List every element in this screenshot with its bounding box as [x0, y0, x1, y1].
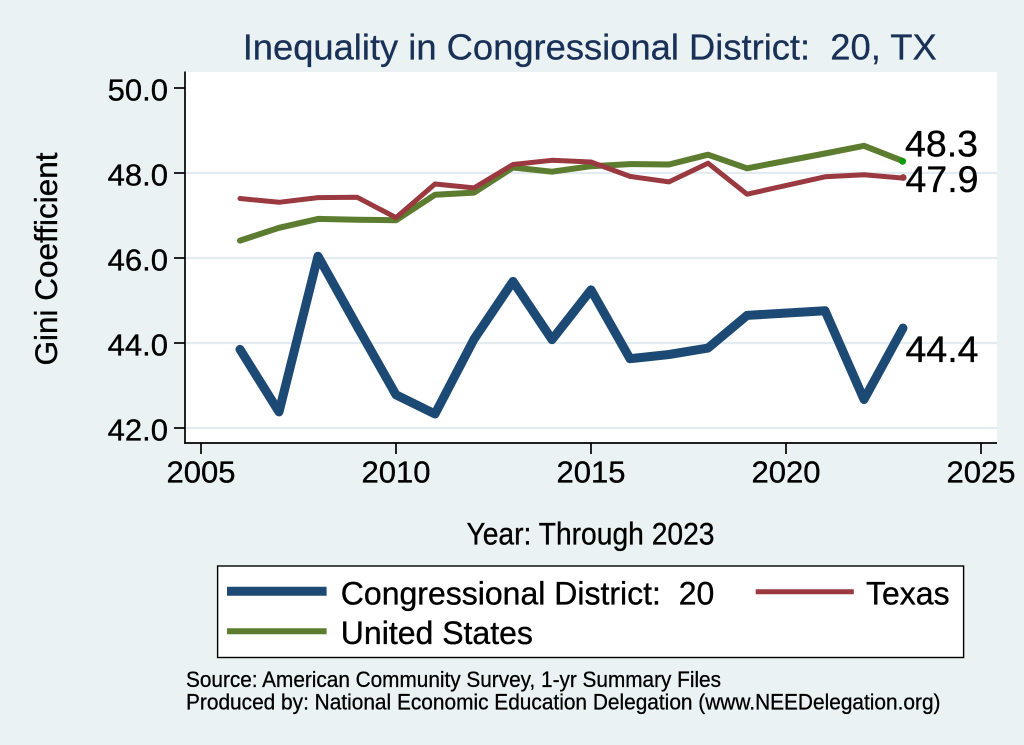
- svg-text:Source: American Community Sur: Source: American Community Survey, 1-yr …: [186, 667, 721, 692]
- svg-text:2025: 2025: [947, 455, 1016, 490]
- svg-text:2010: 2010: [362, 455, 431, 490]
- svg-text:47.9: 47.9: [906, 158, 979, 200]
- svg-text:2015: 2015: [557, 455, 626, 490]
- svg-text:Congressional District: 20: Congressional District: 20: [341, 575, 714, 611]
- svg-text:44.4: 44.4: [906, 328, 979, 370]
- svg-text:48.0: 48.0: [108, 158, 168, 193]
- svg-text:Inequality in Congressional Di: Inequality in Congressional District: 20…: [243, 27, 937, 68]
- svg-text:46.0: 46.0: [108, 243, 168, 278]
- svg-text:2005: 2005: [167, 455, 236, 490]
- svg-text:42.0: 42.0: [108, 413, 168, 448]
- svg-text:50.0: 50.0: [108, 73, 168, 108]
- svg-text:48.3: 48.3: [905, 123, 978, 165]
- svg-text:Gini Coefficient: Gini Coefficient: [28, 152, 64, 365]
- svg-text:44.0: 44.0: [108, 328, 168, 363]
- svg-text:Year: Through 2023: Year: Through 2023: [467, 516, 715, 552]
- svg-text:Texas: Texas: [866, 575, 950, 611]
- svg-text:2020: 2020: [752, 455, 821, 490]
- svg-text:United States: United States: [341, 615, 533, 651]
- svg-text:Produced by: National Economic: Produced by: National Economic Education…: [186, 690, 941, 715]
